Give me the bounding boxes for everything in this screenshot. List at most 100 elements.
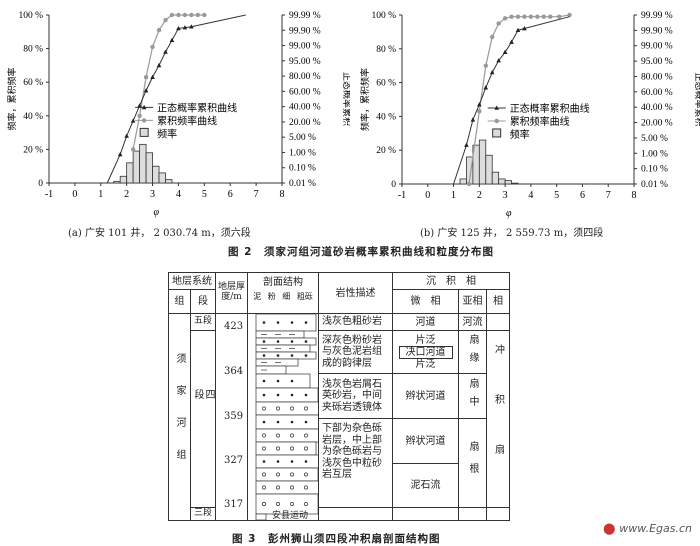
- gravel-circle: [276, 472, 280, 477]
- histogram-bar: [139, 143, 147, 184]
- group-name: 须家河组: [168, 313, 191, 521]
- subfacies-fan-root: 扇根: [458, 418, 487, 508]
- x-tick-label: 7: [254, 189, 259, 200]
- y-right-tick-label: 99.99 %: [641, 11, 673, 21]
- x-tick-label: 6: [228, 189, 233, 200]
- sheetflood-2: 片泛: [415, 358, 436, 370]
- header-section: 剖面结构 泥 粉 细 粗砾: [247, 272, 319, 314]
- thickness-column: [215, 313, 248, 521]
- cumulative-frequency-point: [541, 14, 546, 19]
- normal-probability-point: [470, 117, 476, 122]
- x-axis-label: φ: [154, 207, 160, 218]
- normal-probability-line: [106, 14, 246, 184]
- y-right-tick-label: 60.00 %: [289, 87, 321, 97]
- gravel-circle: [304, 472, 308, 477]
- x-tick-label: 4: [176, 189, 181, 200]
- cumulative-frequency-point: [535, 14, 540, 19]
- cumulative-frequency-point: [509, 14, 514, 19]
- legend-cumulative-label: 累积频率曲线: [510, 115, 570, 128]
- sand-dot: [276, 340, 280, 343]
- x-tick-label: 2: [477, 190, 482, 201]
- header-group: 组: [168, 289, 191, 314]
- cumulative-frequency-point: [156, 27, 162, 33]
- normal-probability-point: [483, 85, 489, 90]
- facies-empty-bottom: [486, 507, 510, 521]
- gravel-circle: [276, 446, 280, 451]
- sand-dot: [262, 460, 266, 463]
- y-right-tick-label: 20.00 %: [641, 119, 673, 129]
- grain-scale: 泥 粉 细 粗砾: [253, 292, 313, 301]
- cumulative-frequency-point: [202, 12, 207, 18]
- x-axis-label: φ: [506, 208, 512, 219]
- sand-dot: [276, 321, 280, 324]
- histogram-bar: [498, 178, 506, 185]
- y-left-tick-label: 20 %: [376, 146, 396, 156]
- x-tick-label: 3: [503, 190, 508, 201]
- legend-frequency-swatch: [492, 128, 502, 138]
- microfacies-braided-2: 辫状河道: [392, 418, 459, 464]
- sand-dot: [304, 340, 308, 343]
- gravel-circle: [304, 446, 308, 451]
- y-axis-left-label: 频率，累积频率: [359, 68, 370, 131]
- thickness-317: 317: [224, 499, 244, 510]
- cumulative-frequency-point: [163, 17, 168, 23]
- gravel-circle: [262, 406, 266, 411]
- x-tick-label: 8: [632, 190, 637, 201]
- cumulative-frequency-point: [548, 14, 553, 19]
- histogram-bar: [478, 139, 487, 185]
- gravel-circle: [290, 502, 294, 506]
- watermark: ⬤ www.Egas.cn: [603, 522, 692, 535]
- sand-dot: [290, 340, 294, 343]
- y-right-tick-label: 40.00 %: [289, 103, 321, 113]
- gravel-circle: [290, 433, 294, 438]
- cumulative-frequency-point: [522, 14, 527, 19]
- sand-dot: [304, 420, 308, 424]
- subfacies-mid-fan: 扇中: [458, 373, 487, 419]
- section-layer: [255, 441, 317, 456]
- subcaption-b: (b) 广安 125 井， 2 559.73 m，须四段: [420, 228, 604, 239]
- y-right-tick-label: 0.10 %: [289, 164, 316, 174]
- gravel-circle: [304, 502, 308, 506]
- sand-dot: [262, 379, 266, 383]
- normal-probability-point: [464, 142, 469, 147]
- y-right-tick-label: 99.00 %: [289, 42, 321, 52]
- microfacies-splay: 片泛 决口河道 片泛: [392, 330, 459, 374]
- sand-dot: [304, 460, 308, 463]
- histogram-bar: [459, 178, 467, 185]
- thickness-423: 423: [224, 321, 244, 332]
- legend-cumulative-marker: [494, 118, 499, 124]
- cumulative-frequency-point: [176, 12, 181, 18]
- sand-dot: [262, 393, 266, 397]
- header-lithology: 岩性描述: [318, 272, 393, 314]
- x-tick-label: 2: [124, 189, 129, 200]
- subcaption-a: (a) 广安 101 井， 2 030.74 m，须六段: [68, 228, 251, 239]
- cumulative-frequency-point: [502, 16, 508, 21]
- x-tick-label: 8: [280, 189, 285, 200]
- gravel-circle: [290, 446, 294, 451]
- y-right-tick-label: 1.00 %: [641, 149, 668, 159]
- microfacies-empty: [392, 507, 459, 521]
- header-facies: 相: [486, 289, 510, 314]
- normal-probability-point: [150, 74, 155, 79]
- sand-dot: [290, 393, 294, 397]
- y-right-tick-label: 99.90 %: [289, 26, 321, 36]
- normal-probability-point: [496, 58, 501, 63]
- header-strat-system: 地层系统: [168, 272, 216, 290]
- normal-probability-point: [130, 118, 136, 123]
- cumulative-frequency-point: [189, 12, 194, 18]
- normal-probability-point: [515, 27, 521, 33]
- x-tick-label: 3: [150, 189, 155, 200]
- x-tick-label: 7: [606, 190, 611, 201]
- sand-dot: [290, 460, 294, 463]
- histogram-bar: [152, 165, 160, 184]
- subfacies-empty: [458, 507, 487, 521]
- gravel-circle: [290, 406, 294, 411]
- cumulative-frequency-point: [490, 34, 495, 40]
- y-left-tick-label: 0: [38, 179, 43, 189]
- cumulative-frequency-point: [143, 74, 149, 80]
- y-right-tick-label: 99.00 %: [641, 42, 673, 52]
- gravel-circle: [262, 502, 266, 506]
